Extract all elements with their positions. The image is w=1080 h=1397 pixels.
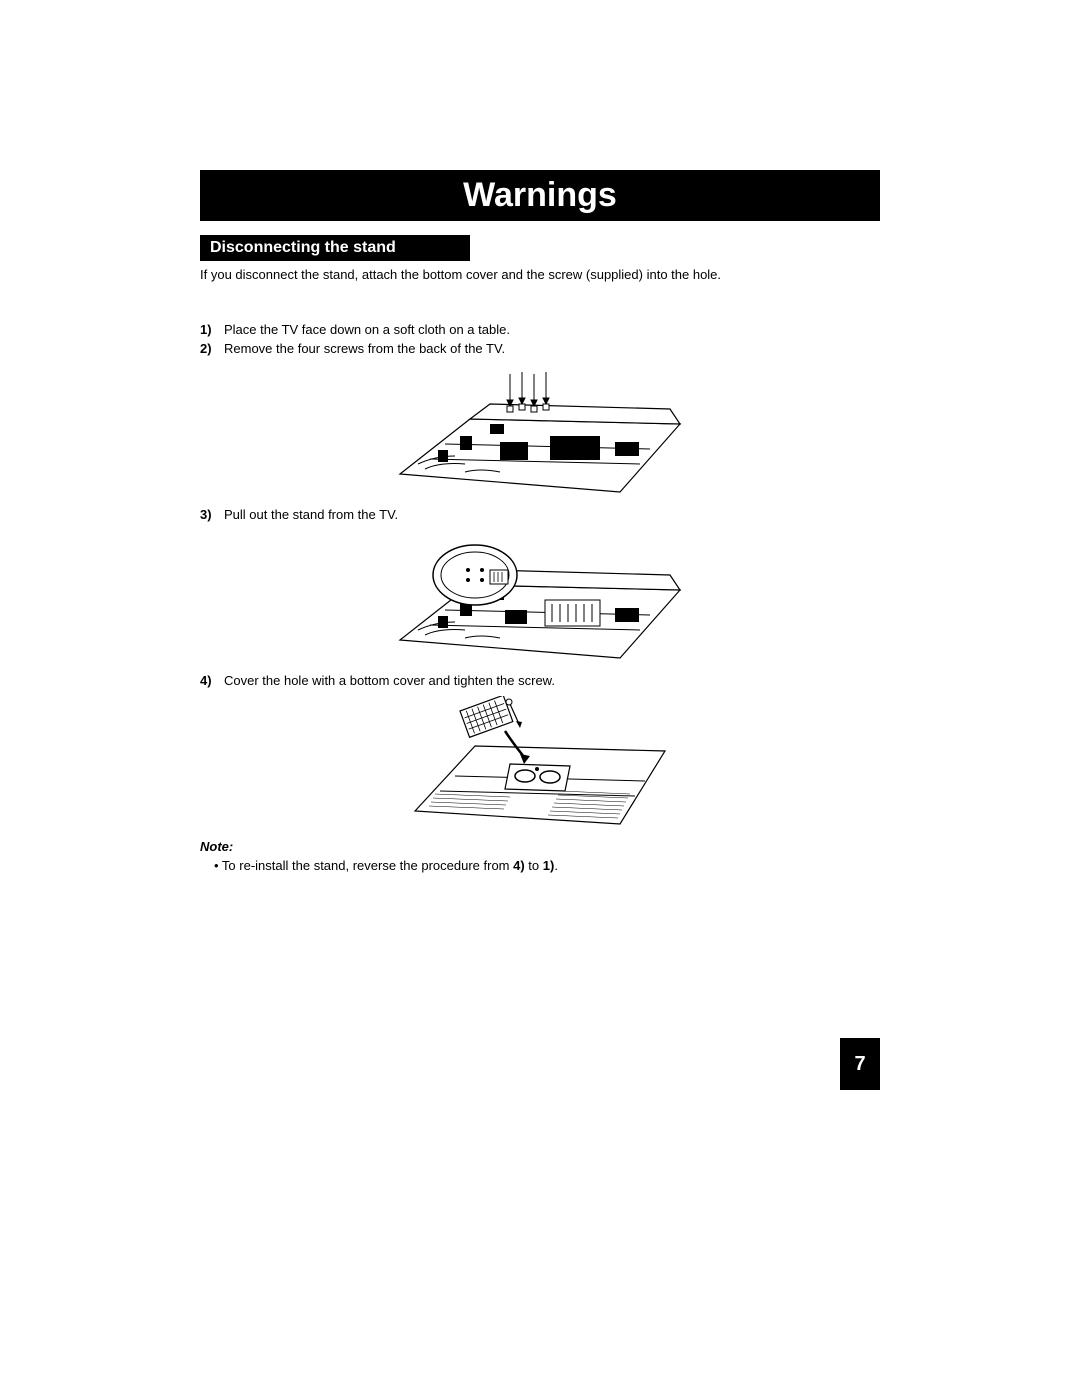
tv-stand-removal-illustration: [390, 530, 690, 660]
step-text: Remove the four screws from the back of …: [224, 341, 880, 356]
note-prefix: • To re-install the stand, reverse the p…: [214, 858, 513, 873]
note-bold-2: 1): [543, 858, 555, 873]
page-number: 7: [840, 1038, 880, 1090]
intro-text: If you disconnect the stand, attach the …: [200, 267, 880, 282]
step-2: 2) Remove the four screws from the back …: [200, 341, 880, 356]
illustration-2-container: [200, 530, 880, 665]
step-3: 3) Pull out the stand from the TV.: [200, 507, 880, 522]
illustration-3-container: [200, 696, 880, 831]
note-label: Note:: [200, 839, 880, 854]
step-4: 4) Cover the hole with a bottom cover an…: [200, 673, 880, 688]
step-1: 1) Place the TV face down on a soft clot…: [200, 322, 880, 337]
note-bold-1: 4): [513, 858, 525, 873]
step-number: 2): [200, 341, 218, 356]
step-number: 4): [200, 673, 218, 688]
section-subheading: Disconnecting the stand: [200, 235, 470, 261]
step-text: Pull out the stand from the TV.: [224, 507, 880, 522]
note-text: • To re-install the stand, reverse the p…: [214, 858, 880, 873]
tv-back-screws-illustration: [390, 364, 690, 494]
page-title: Warnings: [200, 170, 880, 221]
illustration-1-container: [200, 364, 880, 499]
step-text: Cover the hole with a bottom cover and t…: [224, 673, 880, 688]
note-suffix: .: [554, 858, 558, 873]
note-mid: to: [525, 858, 543, 873]
step-number: 3): [200, 507, 218, 522]
bottom-cover-illustration: [410, 696, 670, 826]
step-number: 1): [200, 322, 218, 337]
step-text: Place the TV face down on a soft cloth o…: [224, 322, 880, 337]
